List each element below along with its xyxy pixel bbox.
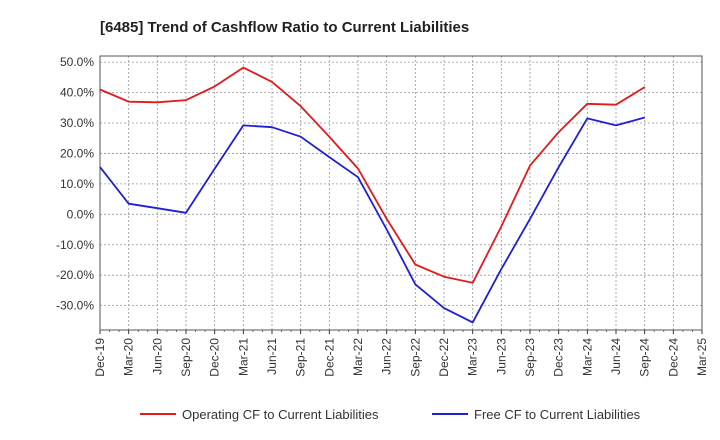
x-tick-label: Sep-22 (408, 338, 422, 377)
plot-frame (99, 55, 703, 331)
x-tick-label: Mar-22 (351, 338, 365, 376)
y-tick-label: 30.0% (60, 116, 94, 130)
x-tick-label: Dec-23 (552, 338, 566, 377)
x-tick-label: Jun-22 (380, 338, 394, 375)
x-tick-label: Mar-25 (695, 338, 709, 376)
axes: 50.0% 40.0% 30.0% 20.0% 10.0% 0.0% -10.0% -20.0… (56, 55, 709, 377)
x-tick-label: Dec-24 (666, 338, 680, 377)
plot-area (100, 56, 702, 330)
y-tick-label: -30.0% (56, 299, 94, 313)
series-line-operating-cf (99, 66, 646, 284)
y-tick-label: 10.0% (60, 177, 94, 191)
x-tick-label: Jun-23 (494, 338, 508, 375)
y-tick-label: -10.0% (56, 238, 94, 252)
x-tick-label: Sep-23 (523, 338, 537, 377)
legend: Operating CF to Current Liabilities Free … (140, 407, 641, 422)
x-tick-label: Mar-21 (236, 338, 250, 376)
x-tick-label: Sep-21 (294, 338, 308, 377)
legend-label: Operating CF to Current Liabilities (182, 407, 379, 422)
x-tick-label: Dec-21 (322, 338, 336, 377)
y-tick-label: 0.0% (67, 207, 95, 221)
series-line-free-cf (99, 116, 645, 324)
x-tick-label: Dec-19 (93, 338, 107, 377)
x-tick-label: Jun-24 (609, 338, 623, 375)
series (99, 66, 646, 324)
x-tick-label: Dec-22 (437, 338, 451, 377)
chart-title: [6485] Trend of Cashflow Ratio to Curren… (100, 19, 469, 36)
y-tick-label: 40.0% (60, 86, 94, 100)
x-tick-label: Mar-23 (466, 338, 480, 376)
x-tick-label: Sep-20 (179, 338, 193, 377)
x-tick-label: Mar-24 (580, 338, 594, 376)
legend-label: Free CF to Current Liabilities (474, 407, 641, 422)
y-tick-label: -20.0% (56, 268, 94, 282)
x-tick-label: Dec-20 (208, 338, 222, 377)
x-tick-label: Jun-20 (150, 338, 164, 375)
y-tick-label: 20.0% (60, 146, 94, 160)
x-tick-label: Sep-24 (638, 338, 652, 377)
x-tick-label: Jun-21 (265, 338, 279, 375)
x-tick-label: Mar-20 (122, 338, 136, 376)
y-tick-label: 50.0% (60, 55, 94, 69)
